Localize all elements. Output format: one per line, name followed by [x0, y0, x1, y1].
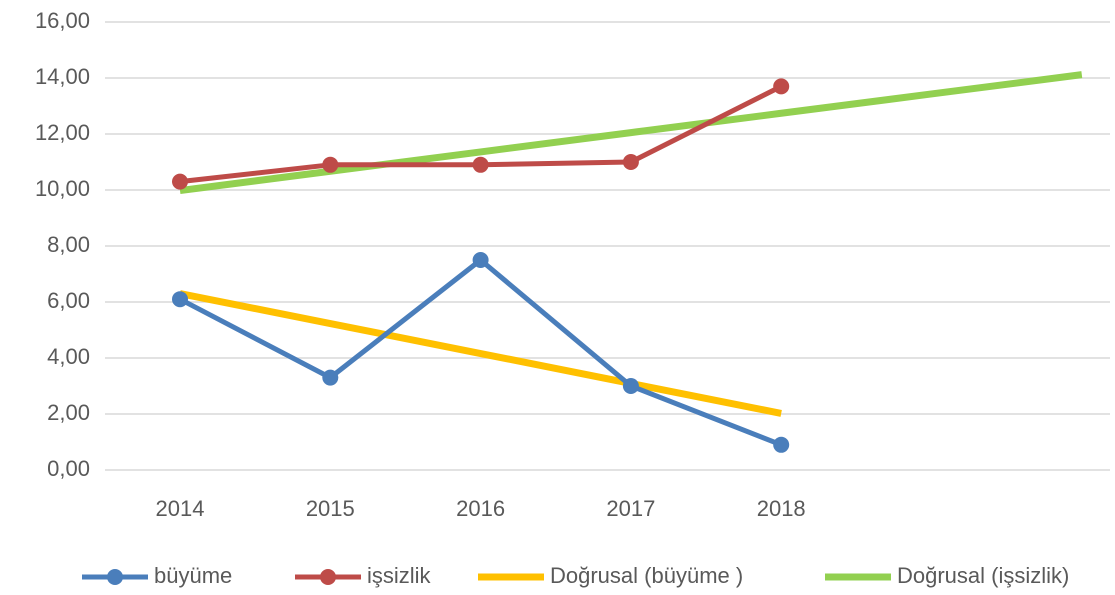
y-tick-label: 10,00: [35, 176, 90, 201]
trend-line: [179, 290, 782, 417]
marker: [322, 156, 339, 173]
x-tick-label: 2015: [306, 496, 355, 521]
marker: [172, 291, 188, 308]
legend-label: Doğrusal (büyüme ): [550, 563, 743, 588]
legend-marker: [107, 569, 123, 585]
legend-label: Doğrusal (işsizlik): [897, 563, 1069, 588]
y-tick-label: 8,00: [47, 232, 90, 257]
legend-marker: [320, 569, 336, 585]
y-tick-label: 14,00: [35, 64, 90, 89]
x-tick-label: 2014: [156, 496, 205, 521]
y-tick-label: 12,00: [35, 120, 90, 145]
y-tick-label: 16,00: [35, 8, 90, 33]
marker: [472, 156, 489, 173]
marker: [472, 252, 489, 268]
legend-label: işsizlik: [367, 563, 432, 588]
y-tick-label: 4,00: [47, 344, 90, 369]
marker: [773, 78, 790, 95]
marker: [622, 378, 639, 394]
legend-label: büyüme: [154, 563, 232, 588]
marker: [172, 173, 188, 190]
marker: [622, 154, 639, 170]
y-tick-label: 2,00: [47, 400, 90, 425]
y-tick-label: 6,00: [47, 288, 90, 313]
x-tick-label: 2016: [456, 496, 505, 521]
x-tick-label: 2017: [606, 496, 655, 521]
x-tick-label: 2018: [757, 496, 806, 521]
marker: [322, 369, 339, 386]
y-tick-label: 0,00: [47, 456, 90, 481]
trend-line: [179, 71, 1083, 195]
marker: [773, 436, 790, 453]
